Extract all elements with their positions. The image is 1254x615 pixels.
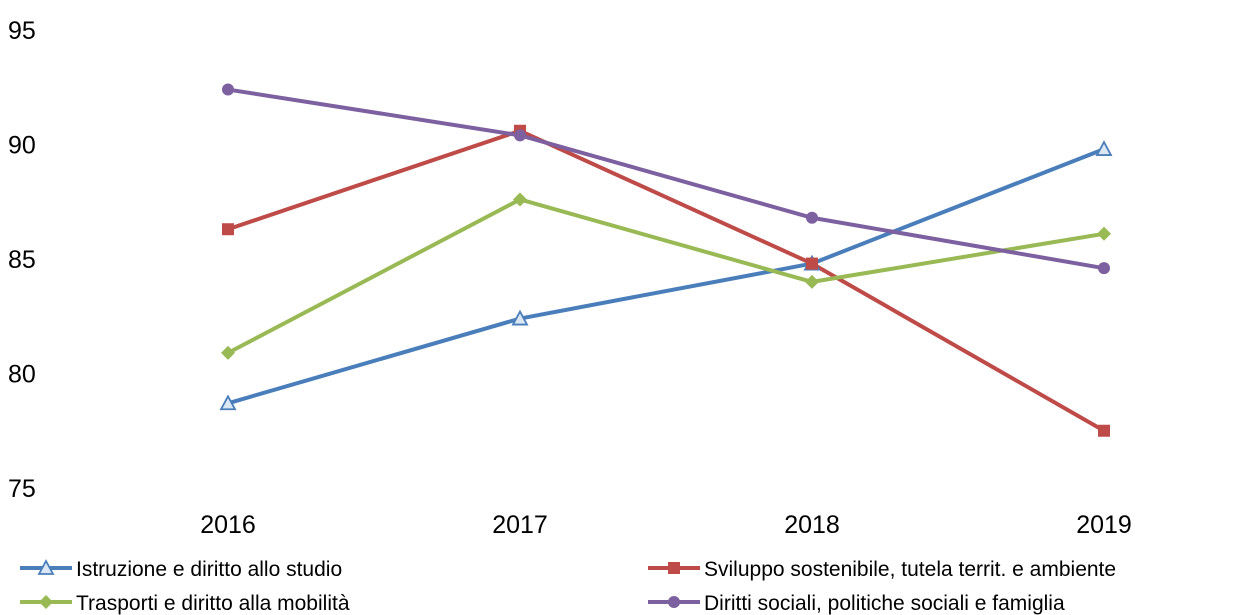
data-point — [511, 309, 529, 326]
x-tick-label: 2016 — [200, 511, 256, 539]
data-point — [806, 257, 818, 270]
data-point — [806, 211, 818, 224]
data-point — [514, 129, 526, 142]
data-point — [1098, 424, 1110, 437]
legend-label: Trasporti e diritto alla mobilità — [76, 592, 350, 615]
data-point — [1098, 262, 1110, 275]
x-tick-label: 2018 — [784, 511, 840, 539]
y-tick-label: 75 — [8, 475, 36, 503]
series-line — [227, 147, 1105, 406]
series-line — [227, 87, 1105, 271]
data-point — [1095, 140, 1113, 156]
series-line — [227, 128, 1105, 433]
series-lines — [227, 87, 1105, 433]
y-tick-label: 85 — [8, 246, 36, 274]
data-point — [513, 192, 527, 207]
data-point — [221, 345, 235, 360]
legend-label: Istruzione e diritto allo studio — [76, 558, 342, 581]
legend-item: Trasporti e diritto alla mobilità — [20, 592, 350, 615]
data-point — [222, 223, 234, 236]
legend-label: Sviluppo sostenibile, tutela territ. e a… — [704, 558, 1116, 581]
data-point — [222, 83, 234, 96]
legend-label: Diritti sociali, politiche sociali e fam… — [704, 592, 1065, 615]
y-tick-label: 90 — [8, 132, 36, 160]
x-axis-ticks: 2016 2017 2018 2019 — [200, 511, 1132, 539]
y-axis-ticks: 75 80 85 90 95 — [8, 17, 36, 503]
data-point — [1097, 226, 1111, 241]
legend-marker — [39, 595, 53, 609]
legend: Istruzione e diritto allo studio Sviluppo… — [20, 558, 1116, 615]
x-tick-label: 2017 — [492, 511, 548, 539]
legend-item: Diritti sociali, politiche sociali e fam… — [648, 592, 1065, 615]
data-point — [805, 274, 819, 289]
series-markers — [219, 83, 1113, 437]
legend-marker — [668, 562, 680, 574]
legend-marker — [37, 559, 55, 575]
legend-marker — [668, 596, 680, 608]
x-tick-label: 2019 — [1076, 511, 1132, 539]
legend-item: Istruzione e diritto allo studio — [20, 558, 342, 581]
legend-item: Sviluppo sostenibile, tutela territ. e a… — [648, 558, 1116, 581]
y-tick-label: 95 — [8, 17, 36, 45]
series-line — [227, 197, 1105, 355]
data-point — [219, 394, 237, 411]
y-tick-label: 80 — [8, 361, 36, 389]
